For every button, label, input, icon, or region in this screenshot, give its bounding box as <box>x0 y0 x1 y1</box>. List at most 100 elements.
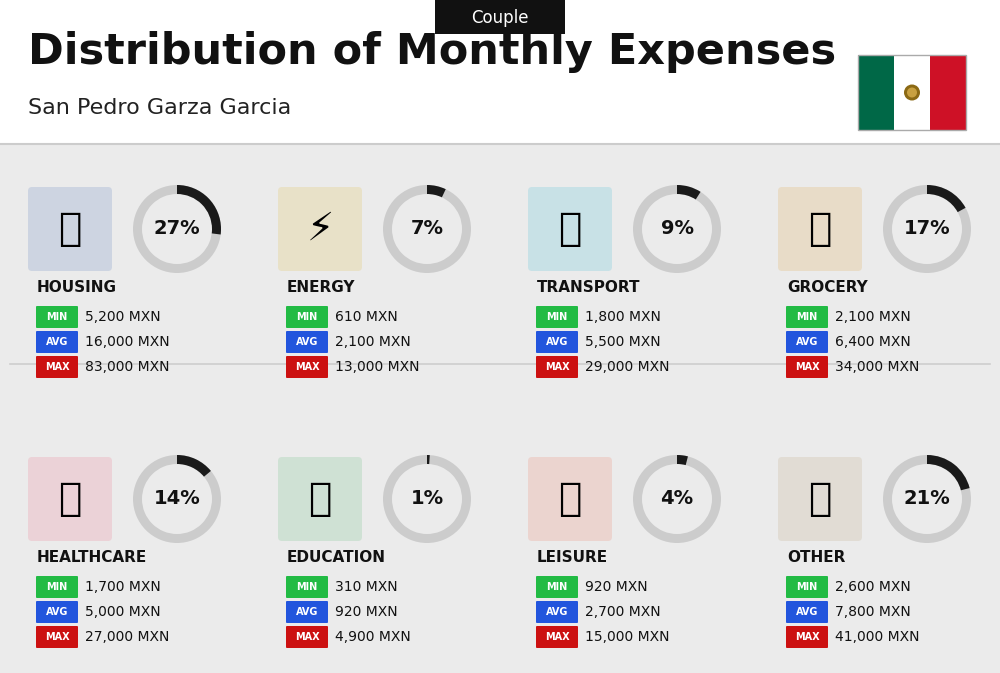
Text: 7,800 MXN: 7,800 MXN <box>835 605 911 619</box>
FancyBboxPatch shape <box>536 601 578 623</box>
FancyBboxPatch shape <box>786 626 828 648</box>
Text: MAX: MAX <box>295 632 319 642</box>
Text: 15,000 MXN: 15,000 MXN <box>585 630 670 644</box>
FancyBboxPatch shape <box>286 601 328 623</box>
Text: 1,700 MXN: 1,700 MXN <box>85 580 161 594</box>
Text: MIN: MIN <box>546 582 568 592</box>
Text: 41,000 MXN: 41,000 MXN <box>835 630 920 644</box>
Text: MAX: MAX <box>45 362 69 372</box>
Wedge shape <box>927 185 966 212</box>
Text: HEALTHCARE: HEALTHCARE <box>37 549 147 565</box>
Text: 310 MXN: 310 MXN <box>335 580 398 594</box>
FancyBboxPatch shape <box>778 187 862 271</box>
FancyBboxPatch shape <box>858 55 894 130</box>
Wedge shape <box>427 185 446 197</box>
Text: 🎓: 🎓 <box>308 480 332 518</box>
Text: AVG: AVG <box>296 607 318 617</box>
Wedge shape <box>427 455 430 464</box>
Wedge shape <box>927 455 970 491</box>
FancyBboxPatch shape <box>0 144 1000 673</box>
Wedge shape <box>383 185 471 273</box>
FancyBboxPatch shape <box>36 601 78 623</box>
Text: MAX: MAX <box>45 632 69 642</box>
Text: 4,900 MXN: 4,900 MXN <box>335 630 411 644</box>
FancyBboxPatch shape <box>778 457 862 541</box>
Text: TRANSPORT: TRANSPORT <box>537 279 640 295</box>
Text: MAX: MAX <box>295 362 319 372</box>
Text: 17%: 17% <box>904 219 950 238</box>
Text: 🛒: 🛒 <box>808 210 832 248</box>
Text: 16,000 MXN: 16,000 MXN <box>85 335 170 349</box>
Wedge shape <box>677 185 701 199</box>
Text: 34,000 MXN: 34,000 MXN <box>835 360 919 374</box>
Text: 13,000 MXN: 13,000 MXN <box>335 360 420 374</box>
Text: 2,100 MXN: 2,100 MXN <box>335 335 411 349</box>
Text: MIN: MIN <box>296 312 318 322</box>
Text: 6,400 MXN: 6,400 MXN <box>835 335 911 349</box>
Wedge shape <box>383 455 471 543</box>
FancyBboxPatch shape <box>286 576 328 598</box>
FancyBboxPatch shape <box>536 356 578 378</box>
Text: 14%: 14% <box>154 489 200 509</box>
Wedge shape <box>133 185 221 273</box>
FancyBboxPatch shape <box>536 306 578 328</box>
FancyBboxPatch shape <box>278 187 362 271</box>
FancyBboxPatch shape <box>930 55 966 130</box>
Text: 21%: 21% <box>904 489 950 509</box>
Text: MIN: MIN <box>546 312 568 322</box>
Text: 1%: 1% <box>410 489 444 509</box>
FancyBboxPatch shape <box>286 626 328 648</box>
Text: 🏢: 🏢 <box>58 210 82 248</box>
Circle shape <box>907 87 917 98</box>
FancyBboxPatch shape <box>286 331 328 353</box>
Text: 🚌: 🚌 <box>558 210 582 248</box>
Text: MIN: MIN <box>46 312 68 322</box>
FancyBboxPatch shape <box>36 331 78 353</box>
Wedge shape <box>677 455 688 465</box>
Text: 9%: 9% <box>660 219 694 238</box>
FancyBboxPatch shape <box>435 0 565 34</box>
FancyBboxPatch shape <box>786 576 828 598</box>
Text: HOUSING: HOUSING <box>37 279 117 295</box>
FancyBboxPatch shape <box>286 306 328 328</box>
FancyBboxPatch shape <box>28 457 112 541</box>
Text: AVG: AVG <box>796 607 818 617</box>
Text: 2,700 MXN: 2,700 MXN <box>585 605 661 619</box>
FancyBboxPatch shape <box>0 0 1000 144</box>
Text: 7%: 7% <box>411 219 444 238</box>
Text: EDUCATION: EDUCATION <box>287 549 386 565</box>
Wedge shape <box>633 455 721 543</box>
Text: OTHER: OTHER <box>787 549 845 565</box>
FancyBboxPatch shape <box>28 187 112 271</box>
Text: 920 MXN: 920 MXN <box>335 605 398 619</box>
FancyBboxPatch shape <box>536 331 578 353</box>
Text: 5,200 MXN: 5,200 MXN <box>85 310 161 324</box>
Text: 🛍: 🛍 <box>558 480 582 518</box>
Text: 27%: 27% <box>154 219 200 238</box>
Text: 1,800 MXN: 1,800 MXN <box>585 310 661 324</box>
Text: AVG: AVG <box>296 337 318 347</box>
Text: 29,000 MXN: 29,000 MXN <box>585 360 670 374</box>
Text: MIN: MIN <box>796 582 818 592</box>
Text: MAX: MAX <box>795 632 819 642</box>
Text: 💰: 💰 <box>808 480 832 518</box>
Text: ENERGY: ENERGY <box>287 279 356 295</box>
FancyBboxPatch shape <box>528 457 612 541</box>
Text: 5,000 MXN: 5,000 MXN <box>85 605 161 619</box>
Text: 27,000 MXN: 27,000 MXN <box>85 630 169 644</box>
Text: Couple: Couple <box>471 9 529 27</box>
FancyBboxPatch shape <box>894 55 930 130</box>
Wedge shape <box>633 185 721 273</box>
Circle shape <box>904 85 920 100</box>
FancyBboxPatch shape <box>536 576 578 598</box>
Wedge shape <box>212 229 221 234</box>
Text: 610 MXN: 610 MXN <box>335 310 398 324</box>
FancyBboxPatch shape <box>786 331 828 353</box>
FancyBboxPatch shape <box>786 601 828 623</box>
Text: 2,600 MXN: 2,600 MXN <box>835 580 911 594</box>
Wedge shape <box>177 185 221 229</box>
Wedge shape <box>133 455 221 543</box>
FancyBboxPatch shape <box>786 306 828 328</box>
FancyBboxPatch shape <box>36 626 78 648</box>
Wedge shape <box>883 185 971 273</box>
